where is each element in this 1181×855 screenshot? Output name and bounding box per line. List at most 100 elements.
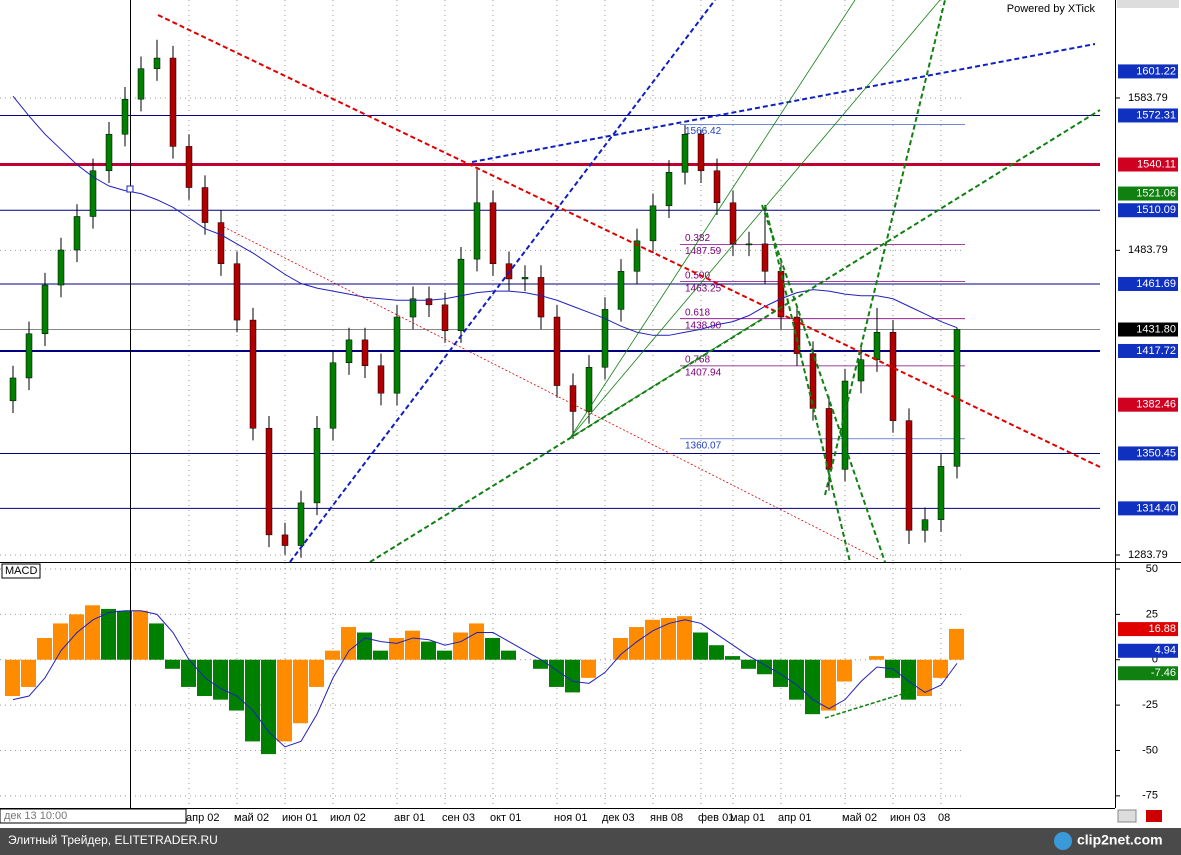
x-tick-label: апр 02 xyxy=(186,812,219,824)
moving-average xyxy=(12,95,958,336)
level-label: 1461.69 xyxy=(1136,278,1176,290)
level-label: 1417.72 xyxy=(1136,345,1176,357)
candle-body xyxy=(425,298,433,306)
y-tick-label: 50 xyxy=(1146,563,1158,575)
histogram-bar xyxy=(405,630,420,660)
histogram-bar xyxy=(837,659,852,682)
button[interactable] xyxy=(1117,809,1137,823)
x-tick-label: июл 02 xyxy=(330,812,366,824)
fib-ratio: 0.500 xyxy=(685,270,710,281)
cursor-label: дек 13 10:00 xyxy=(4,810,67,822)
candle-body xyxy=(905,420,913,531)
level-box xyxy=(1118,108,1178,123)
histogram-bar xyxy=(261,659,276,755)
trend-line xyxy=(289,0,716,563)
level-label: 1314.40 xyxy=(1136,502,1176,514)
level-box xyxy=(1118,64,1178,79)
y-tick-label: -25 xyxy=(1142,699,1158,711)
candle-body xyxy=(793,316,801,354)
histogram-bar xyxy=(501,650,516,660)
candle-body xyxy=(185,146,193,188)
trend-line xyxy=(824,689,916,719)
trend-line xyxy=(569,319,761,439)
histogram-bar xyxy=(181,659,196,687)
histogram-bar xyxy=(901,659,916,700)
x-tick-label: фев 01 xyxy=(698,812,734,824)
histogram-bar xyxy=(341,627,356,660)
candle-body xyxy=(633,240,641,272)
trend-line xyxy=(157,14,1101,468)
level-label: 4.94 xyxy=(1155,645,1176,657)
histogram-bar xyxy=(309,659,324,687)
trend-line xyxy=(761,204,886,563)
histogram-bar xyxy=(21,659,36,687)
candle-body xyxy=(265,427,273,536)
candle-body xyxy=(57,249,65,286)
candle-body xyxy=(697,133,705,172)
signal-line xyxy=(12,610,958,748)
candle-body xyxy=(377,365,385,394)
histogram-bar xyxy=(949,628,964,660)
candle-body xyxy=(121,98,129,135)
histogram-bar xyxy=(773,659,788,687)
histogram-bar xyxy=(725,656,740,660)
level-box xyxy=(1118,397,1178,412)
trend-line xyxy=(569,0,941,439)
level-box xyxy=(1118,501,1178,516)
histogram-bar xyxy=(373,650,388,660)
y-tick-label: -75 xyxy=(1142,790,1158,802)
histogram-bar xyxy=(389,637,404,660)
candle-body xyxy=(409,298,417,318)
candle-body xyxy=(537,277,545,318)
candle-body xyxy=(473,202,481,260)
y-tick-label: 25 xyxy=(1146,608,1158,620)
candle-body xyxy=(345,339,353,363)
histogram-bar xyxy=(757,659,772,675)
candle-body xyxy=(233,263,241,321)
level-box xyxy=(1118,276,1178,291)
histogram-bar xyxy=(485,637,500,660)
histogram-bar xyxy=(5,659,20,697)
candle-body xyxy=(729,202,737,245)
histogram-bar xyxy=(245,659,260,742)
x-tick-label: авг 01 xyxy=(394,812,425,824)
histogram-bar xyxy=(437,650,452,660)
fib-value: 1463.25 xyxy=(685,283,722,294)
candle-body xyxy=(281,534,289,546)
candle-body xyxy=(601,309,609,368)
x-tick-label: дек 03 xyxy=(602,812,635,824)
level-box xyxy=(1118,446,1178,461)
histogram-bar xyxy=(549,659,564,687)
trend-line xyxy=(471,43,1096,163)
histogram-bar xyxy=(693,632,708,660)
x-tick-label: мар 01 xyxy=(730,812,765,824)
histogram-bar xyxy=(661,617,676,660)
indicator-label: MACD xyxy=(5,565,37,577)
histogram-bar xyxy=(53,623,68,660)
level-label: 1431.80 xyxy=(1136,323,1176,335)
candle-body xyxy=(521,277,529,280)
powered-by: Powered by XTick xyxy=(1007,3,1096,15)
x-tick-label: сен 03 xyxy=(442,812,475,824)
indicator-label-box xyxy=(1,563,41,579)
candle-body xyxy=(841,380,849,470)
histogram-bar xyxy=(133,610,148,660)
candle-body xyxy=(393,316,401,394)
fib-ratio: 0.382 xyxy=(685,233,710,244)
trend-line xyxy=(369,109,1101,563)
candle-body xyxy=(649,205,657,242)
candle-body xyxy=(873,332,881,360)
button[interactable] xyxy=(1146,810,1162,822)
candle-body xyxy=(441,304,449,331)
candle-body xyxy=(41,284,49,335)
candle-body xyxy=(249,319,257,429)
level-box xyxy=(1118,157,1178,172)
cursor-label-box xyxy=(0,808,187,824)
histogram-bar xyxy=(277,659,292,742)
histogram-bar xyxy=(37,637,52,660)
footer-bar xyxy=(0,828,1181,855)
footer-text: Элитный Трейдер, ELITETRADER.RU xyxy=(8,833,218,847)
scroll-handle xyxy=(1117,0,1179,8)
candle-body xyxy=(569,385,577,412)
